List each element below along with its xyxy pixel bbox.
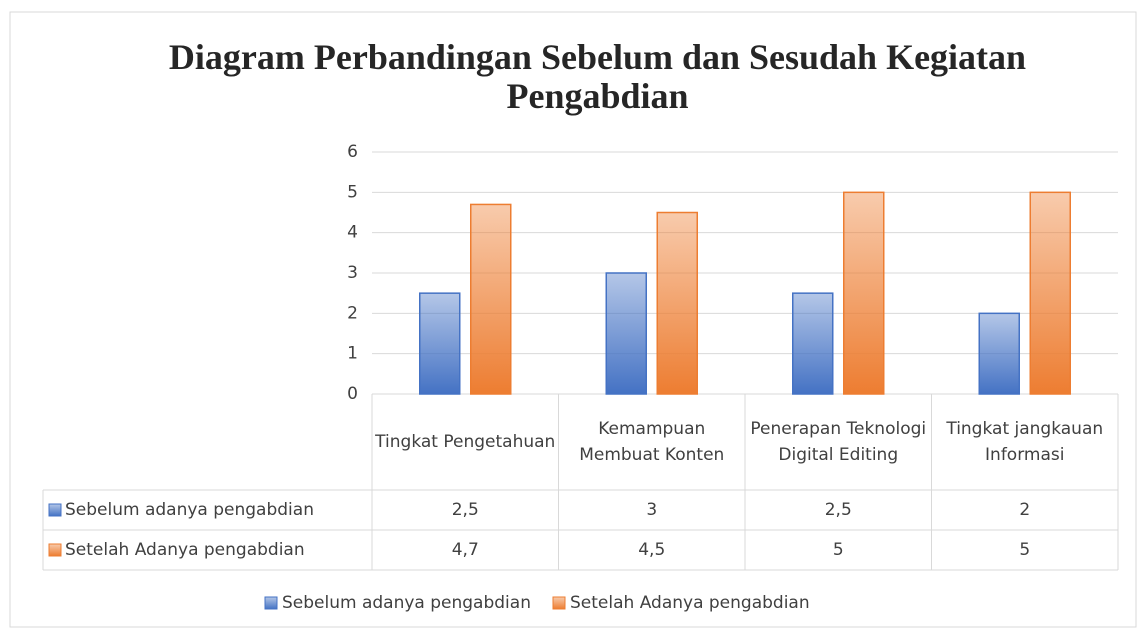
category-box: Kemampuan Membuat Konten: [579, 419, 725, 465]
category-box: Penerapan Teknologi Digital Editing: [750, 419, 927, 465]
bar: [843, 191, 885, 395]
table-row-label: Sebelum adanya pengabdian: [65, 500, 314, 520]
bar: [419, 292, 461, 395]
bar: [792, 292, 834, 395]
y-tick-label: 1: [347, 344, 358, 364]
y-tick-label: 4: [347, 223, 358, 243]
table-row-label: Setelah Adanya pengabdian: [65, 540, 305, 560]
bar: [978, 312, 1020, 395]
y-tick-label: 6: [347, 142, 358, 162]
table-value: 4,5: [638, 540, 665, 560]
table-value: 4,7: [452, 540, 479, 560]
legend-label: Sebelum adanya pengabdian: [282, 593, 531, 613]
chart-title: Diagram Perbandingan Sebelum dan Sesudah…: [168, 38, 1027, 116]
table-value: 3: [646, 500, 657, 520]
chart-border: [9, 11, 1137, 628]
y-tick-label: 5: [347, 182, 358, 202]
x-tick-label: Tingkat jangkauan Informasi: [946, 419, 1104, 465]
chart-title-box: Diagram Perbandingan Sebelum dan Sesudah…: [168, 38, 1027, 116]
legend-swatch: [264, 596, 278, 610]
y-tick-label: 2: [347, 303, 358, 323]
x-tick-label: Kemampuan Membuat Konten: [579, 419, 725, 465]
table-value: 2,5: [452, 500, 479, 520]
y-tick-label: 3: [347, 263, 358, 283]
legend-swatch: [48, 503, 62, 517]
bar: [605, 272, 647, 395]
table-value: 5: [833, 540, 844, 560]
table-value: 2: [1019, 500, 1030, 520]
bar: [656, 211, 698, 395]
category-box: Tingkat jangkauan Informasi: [946, 419, 1104, 465]
bar: [1029, 191, 1071, 395]
y-tick-label: 0: [347, 384, 358, 404]
legend-swatch: [552, 596, 566, 610]
legend-label: Setelah Adanya pengabdian: [570, 593, 810, 613]
x-tick-label: Penerapan Teknologi Digital Editing: [750, 419, 927, 465]
bar: [470, 203, 512, 395]
x-tick-label: Tingkat Pengetahuan: [375, 432, 556, 452]
table-value: 5: [1019, 540, 1030, 560]
legend-swatch: [48, 543, 62, 557]
table-value: 2,5: [825, 500, 852, 520]
category-box: Tingkat Pengetahuan: [375, 432, 556, 452]
